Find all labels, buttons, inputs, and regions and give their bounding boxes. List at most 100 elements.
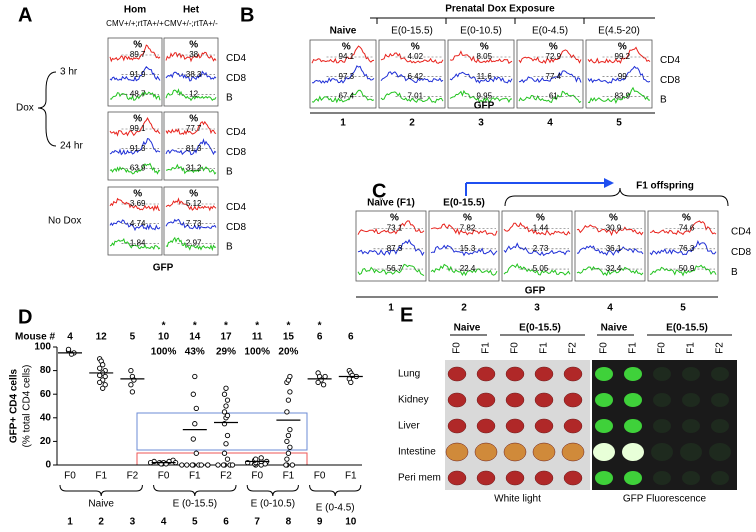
header: Prenatal Dox Exposure bbox=[445, 4, 555, 15]
brace bbox=[37, 71, 57, 147]
y-axis-label: (% total CD4 cells) bbox=[22, 365, 33, 448]
percent-header: % bbox=[342, 42, 351, 53]
data-point bbox=[320, 382, 327, 388]
organ bbox=[534, 418, 554, 434]
percentage: 32.4 bbox=[606, 264, 622, 273]
data-point bbox=[322, 373, 328, 380]
data-point bbox=[221, 391, 228, 397]
data-point bbox=[223, 403, 229, 409]
histogram-trace bbox=[503, 262, 571, 276]
group-label: E(0-10.5) bbox=[460, 26, 502, 37]
cell-type: CD8 bbox=[226, 147, 246, 158]
column-title: Hom bbox=[124, 5, 146, 16]
organ bbox=[445, 442, 469, 462]
percentage: 94.1 bbox=[339, 52, 355, 61]
treatment-label: Dox bbox=[16, 103, 34, 114]
data-point bbox=[193, 405, 199, 412]
data-point bbox=[287, 389, 293, 395]
x-tick-label: F1 bbox=[95, 471, 107, 482]
organ bbox=[447, 470, 467, 486]
data-point bbox=[284, 438, 290, 445]
brace bbox=[59, 484, 143, 497]
column-number: 7 bbox=[254, 517, 260, 528]
organ bbox=[476, 418, 496, 434]
percentage: 1.44 bbox=[533, 224, 549, 233]
organ bbox=[532, 442, 556, 462]
generation-label: F0 bbox=[599, 342, 610, 354]
percent-label: 29% bbox=[216, 347, 236, 358]
organ bbox=[709, 443, 731, 461]
group-header: E(0-15.5) bbox=[519, 323, 561, 334]
data-point bbox=[193, 450, 199, 456]
significance: * bbox=[162, 321, 166, 332]
y-tick-label: 0 bbox=[45, 460, 51, 471]
data-point bbox=[65, 346, 72, 353]
histogram-trace bbox=[357, 238, 425, 257]
x-tick-label: F0 bbox=[251, 471, 263, 482]
highlight-box bbox=[136, 412, 308, 451]
histogram-trace bbox=[449, 50, 513, 64]
percentage: 48.7 bbox=[130, 90, 146, 99]
percentage: 74.6 bbox=[679, 224, 695, 233]
data-point bbox=[285, 432, 292, 439]
histogram-trace bbox=[518, 49, 582, 65]
percentage: 87.3 bbox=[387, 244, 403, 253]
panel-label: B bbox=[240, 4, 254, 26]
organ bbox=[624, 471, 642, 485]
data-point bbox=[287, 444, 293, 450]
group-header: Naive bbox=[454, 323, 481, 334]
organ bbox=[651, 443, 673, 461]
organ bbox=[563, 470, 583, 486]
cell-type: B bbox=[226, 92, 233, 103]
data-point bbox=[284, 409, 290, 415]
histogram-trace bbox=[109, 138, 161, 156]
histogram-trace bbox=[380, 71, 444, 83]
histogram-trace bbox=[449, 71, 513, 84]
lane-number: 1 bbox=[340, 118, 346, 129]
data-point bbox=[100, 385, 106, 391]
genotype: CMV+/+;rtTA+/+ bbox=[106, 19, 164, 28]
data-point bbox=[97, 379, 103, 386]
data-point bbox=[262, 461, 268, 467]
cell-type: CD8 bbox=[731, 247, 751, 258]
percentage: 81.3 bbox=[186, 144, 202, 153]
percentage: 38 bbox=[189, 50, 198, 59]
x-tick-label: F0 bbox=[158, 471, 170, 482]
data-point bbox=[223, 385, 229, 391]
lane-number: 2 bbox=[409, 118, 415, 129]
data-point bbox=[287, 373, 293, 380]
cell-type: B bbox=[660, 94, 667, 105]
data-point bbox=[224, 456, 231, 462]
y-tick-label: 100 bbox=[34, 342, 51, 353]
mouse-count: 5 bbox=[130, 332, 136, 343]
percentage: 91.9 bbox=[130, 70, 146, 79]
percentage: 7.01 bbox=[408, 92, 424, 101]
percent-header: % bbox=[411, 42, 420, 53]
organ bbox=[682, 419, 700, 433]
percentage: 30.9 bbox=[606, 224, 622, 233]
data-point bbox=[97, 372, 103, 378]
percentage: 77.7 bbox=[186, 124, 202, 133]
panel-label: A bbox=[18, 4, 32, 26]
data-point bbox=[287, 426, 293, 433]
histogram-trace bbox=[109, 162, 161, 175]
significance: * bbox=[318, 321, 322, 332]
significance: * bbox=[286, 321, 290, 332]
group-label: E(0-15.5) bbox=[391, 26, 433, 37]
x-axis-label: GFP bbox=[153, 263, 174, 274]
percent-header: % bbox=[463, 213, 472, 224]
group-label: Naïve (F1) bbox=[367, 198, 415, 209]
data-point bbox=[224, 432, 231, 439]
cell-type: B bbox=[731, 267, 738, 278]
column-number: 9 bbox=[317, 517, 323, 528]
histogram-trace bbox=[357, 220, 425, 235]
organ bbox=[505, 392, 525, 408]
organ bbox=[476, 392, 496, 408]
y-tick-label: 40 bbox=[40, 412, 52, 423]
histogram-trace bbox=[380, 52, 444, 64]
data-point bbox=[289, 462, 296, 468]
data-point bbox=[179, 462, 185, 468]
organ bbox=[476, 470, 496, 486]
data-point bbox=[100, 362, 106, 368]
